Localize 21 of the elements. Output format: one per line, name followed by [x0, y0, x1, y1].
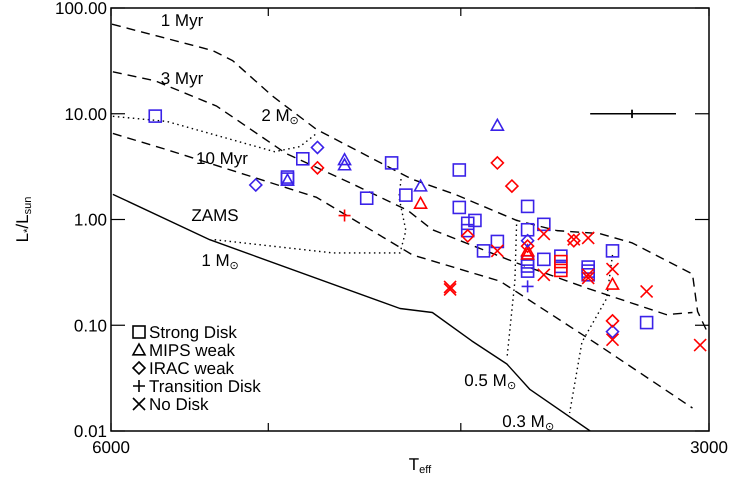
- annotation: Transition Disk: [149, 377, 262, 396]
- x-tick-label: 6000: [92, 438, 130, 457]
- annotation: 10 Myr: [196, 149, 248, 168]
- annotation: IRAC weak: [149, 359, 235, 378]
- annotation: No Disk: [149, 395, 210, 414]
- x-tick-label: 3000: [690, 438, 728, 457]
- y-tick-label: 0.10: [74, 316, 107, 336]
- annotation: 2 M$_{⊙}$: [261, 106, 299, 128]
- annotation: 3 Myr: [160, 69, 204, 88]
- annotation: 1 M$_{⊙}$: [201, 251, 239, 272]
- annotation: 0.5 M$_{⊙}$: [464, 371, 516, 392]
- y-tick-label: 10.00: [64, 104, 107, 124]
- annotation: Strong Disk: [149, 323, 238, 342]
- y-tick-label: 1.00: [74, 210, 107, 230]
- x-axis-title: T$_{eff}$: [408, 455, 432, 476]
- annotation: MIPS weak: [149, 341, 236, 360]
- annotation: ZAMS: [191, 206, 239, 225]
- y-tick-label: 0.01: [74, 422, 107, 441]
- annotation: 1 Myr: [160, 11, 204, 30]
- annotation: 0.3 M$_{⊙}$: [502, 412, 554, 434]
- y-tick-label: 100.00: [55, 0, 107, 18]
